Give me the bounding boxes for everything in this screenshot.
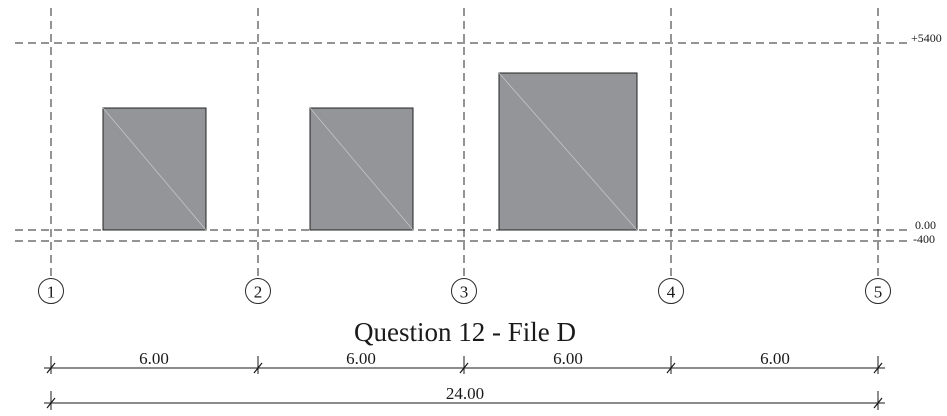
axis-bubbles: 1 2 3 4 5: [38, 278, 891, 304]
element-2-diagonal: [309, 107, 414, 231]
element-2: [309, 107, 414, 231]
span-tick-4: [666, 362, 676, 374]
span-tick-2: [253, 362, 263, 374]
grid-axes: [50, 8, 879, 276]
axis-bubble-3-label: 3: [460, 283, 469, 302]
drawing-title: Question 12 - File D: [354, 317, 576, 347]
total-dimension: 24.00: [44, 384, 885, 410]
axis-bubble-3: 3: [451, 278, 477, 304]
element-1-diagonal: [102, 107, 207, 231]
span-dimension-3: 6.00: [553, 349, 583, 368]
axis-bubble-4-label: 4: [667, 283, 676, 302]
axis-bubble-1: 1: [38, 278, 64, 304]
axis-bubble-4-circle: [658, 278, 684, 304]
axis-bubble-2-label: 2: [254, 283, 263, 302]
axis-bubble-4: 4: [658, 278, 684, 304]
level-label-zero: 0.00: [915, 218, 936, 232]
span-tick-1: [46, 362, 56, 374]
element-3: [498, 72, 638, 231]
span-tick-5: [873, 362, 883, 374]
total-dimension-label: 24.00: [446, 384, 484, 403]
axis-bubble-5: 5: [865, 278, 891, 304]
total-tick-left: [46, 397, 56, 409]
axis-bubble-2: 2: [245, 278, 271, 304]
span-tick-3: [459, 362, 469, 374]
span-dimension-2: 6.00: [346, 349, 376, 368]
axis-bubble-1-circle: [38, 278, 64, 304]
level-labels: +5400 0.00 -400: [911, 31, 942, 246]
element-1: [102, 107, 207, 231]
axis-bubble-1-label: 1: [47, 283, 56, 302]
total-tick-right: [873, 397, 883, 409]
span-dimension-4: 6.00: [760, 349, 790, 368]
level-label-top: +5400: [911, 31, 942, 45]
span-dimension-1: 6.00: [139, 349, 169, 368]
axis-bubble-5-circle: [865, 278, 891, 304]
span-dimension-chain: 6.00 6.00 6.00 6.00: [44, 349, 885, 374]
element-3-diagonal: [498, 72, 638, 231]
axis-bubble-3-circle: [451, 278, 477, 304]
axis-bubble-2-circle: [245, 278, 271, 304]
axis-bubble-5-label: 5: [874, 283, 883, 302]
level-label-minus: -400: [913, 232, 935, 246]
